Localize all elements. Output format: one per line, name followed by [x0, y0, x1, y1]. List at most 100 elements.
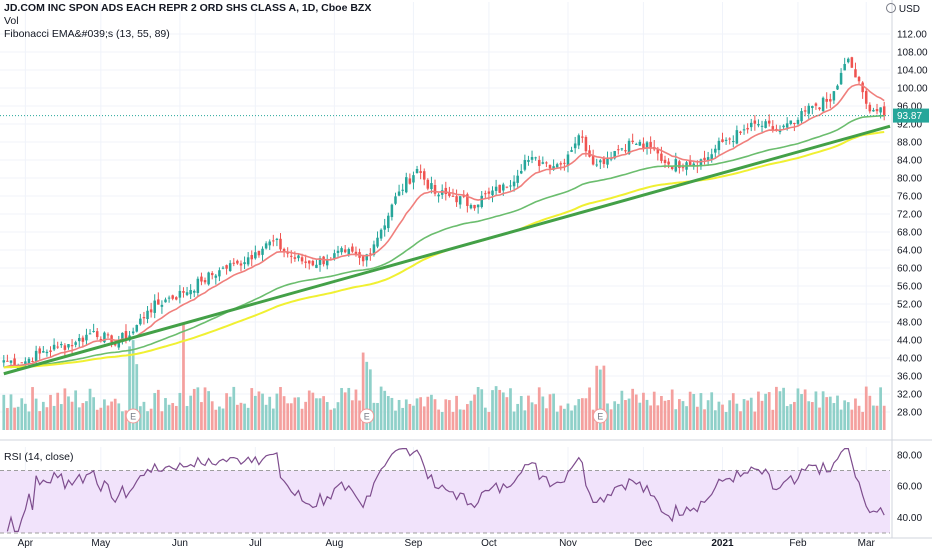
volume-bar: [512, 411, 516, 430]
trendline[interactable]: [3, 124, 891, 376]
volume-bar: [250, 388, 254, 430]
candle: [821, 96, 825, 113]
candle: [38, 346, 41, 360]
candle: [178, 285, 182, 304]
price-tick-label: 60.00: [897, 264, 922, 275]
volume-bar: [825, 397, 829, 430]
volume-bar: [742, 399, 746, 430]
candle: [728, 137, 731, 145]
volume-bar: [160, 411, 164, 430]
volume-bar: [322, 396, 325, 430]
volume-bar: [311, 392, 315, 430]
volume-bar: [279, 386, 282, 430]
volume-bar: [861, 411, 865, 430]
volume-bar: [764, 393, 767, 430]
volume-bar: [103, 399, 106, 430]
volume-bar: [706, 400, 710, 430]
volume-bar: [692, 393, 696, 430]
candle: [829, 93, 832, 109]
volume-bar: [638, 402, 642, 430]
price-tick-label: 48.00: [897, 318, 922, 329]
candle: [250, 250, 254, 267]
price-tick-label: 32.00: [897, 390, 922, 401]
volume-bar: [674, 409, 678, 430]
volume-bar: [379, 386, 383, 430]
volume-bar: [613, 401, 617, 430]
volume-bar: [343, 392, 347, 430]
candle: [103, 331, 106, 344]
volume-bar: [570, 410, 573, 430]
candle: [268, 239, 271, 250]
candle: [13, 353, 16, 367]
volume-bar: [74, 390, 78, 430]
volume-bar: [555, 411, 559, 430]
volume-label[interactable]: Vol: [4, 15, 19, 27]
candle: [803, 105, 807, 117]
currency-label[interactable]: USD: [885, 3, 920, 15]
volume-bar: [192, 388, 196, 430]
candle: [182, 287, 185, 298]
volume-bar: [49, 394, 52, 430]
candle: [376, 231, 379, 249]
svg-text:E: E: [597, 412, 603, 422]
volume-bar: [634, 394, 638, 430]
volume-bar: [602, 365, 606, 430]
candle: [534, 156, 537, 161]
candle: [563, 158, 566, 171]
candle: [872, 107, 875, 112]
volume-bar: [210, 401, 214, 430]
candle: [254, 245, 257, 260]
volume-bar: [541, 396, 545, 430]
candle: [157, 292, 160, 305]
candle: [239, 260, 243, 272]
volume-bar: [329, 409, 333, 430]
volume-bar: [688, 391, 692, 430]
volume-bar: [717, 401, 721, 430]
candle: [753, 115, 757, 131]
earnings-marker[interactable]: E: [592, 408, 608, 424]
volume-bar: [9, 394, 13, 430]
volume-bar: [721, 404, 724, 430]
volume-bar: [34, 398, 38, 430]
ema-label[interactable]: Fibonacci EMA&#039;s (13, 55, 89): [4, 28, 170, 40]
volume-bar: [218, 406, 221, 430]
volume-bar: [731, 393, 735, 430]
volume-bar: [171, 403, 175, 430]
candle: [336, 245, 340, 257]
earnings-marker[interactable]: E: [359, 408, 375, 424]
earnings-marker[interactable]: E: [125, 408, 141, 424]
candle: [361, 254, 365, 267]
volume-bar: [77, 407, 81, 430]
rsi-title[interactable]: RSI (14, close): [4, 451, 74, 463]
volume-bar: [70, 401, 74, 430]
volume-bar: [509, 388, 512, 430]
candle: [405, 172, 408, 194]
candle: [706, 151, 710, 166]
volume-bar: [246, 407, 250, 430]
volume-bar: [627, 398, 631, 430]
candle: [836, 84, 839, 90]
volume-bar: [846, 402, 850, 430]
volume-bar: [660, 396, 663, 430]
volume-bar: [839, 409, 843, 430]
candle: [520, 164, 523, 175]
volume-bar: [458, 409, 462, 430]
candle: [595, 158, 598, 168]
volume-bar: [167, 404, 171, 430]
volume-bar: [318, 398, 322, 430]
price-tick-label: 96.00: [897, 102, 922, 113]
candle: [171, 294, 174, 301]
volume-bar: [771, 409, 775, 430]
volume-bar: [505, 397, 509, 430]
candle: [149, 302, 153, 318]
candle: [850, 56, 854, 68]
candle: [861, 81, 864, 99]
volume-bar: [156, 389, 160, 430]
candle: [854, 62, 857, 78]
symbol-title[interactable]: JD.COM INC SPON ADS EACH REPR 2 ORD SHS …: [4, 2, 372, 14]
candle: [297, 253, 300, 262]
candle: [494, 179, 498, 196]
candle: [397, 184, 401, 197]
volume-bar: [455, 395, 458, 430]
